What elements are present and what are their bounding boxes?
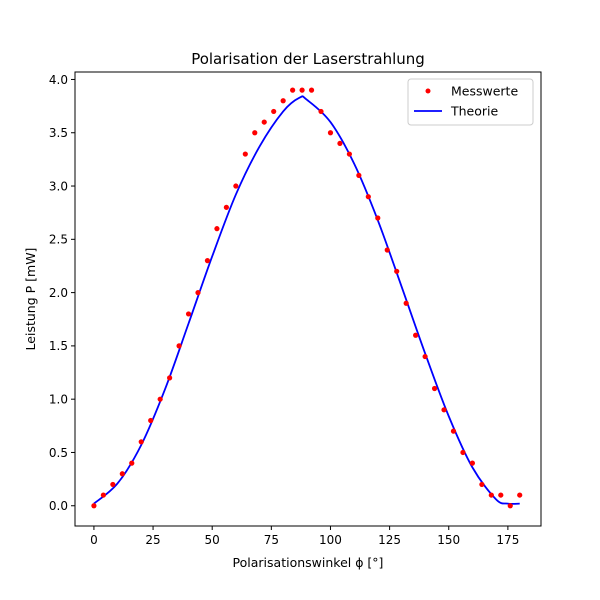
measured-point bbox=[337, 140, 343, 147]
measured-point bbox=[261, 119, 267, 125]
x-axis-label: Polarisationswinkel ϕ [°] bbox=[233, 555, 384, 570]
measured-point bbox=[233, 183, 239, 189]
measured-point bbox=[413, 332, 419, 338]
y-tick-label: 1.0 bbox=[49, 392, 68, 406]
measured-point bbox=[488, 492, 494, 498]
measured-point bbox=[195, 290, 201, 296]
measured-point bbox=[157, 396, 163, 402]
measured-point bbox=[214, 226, 220, 232]
measured-point bbox=[356, 172, 362, 178]
legend-marker-measured bbox=[425, 88, 431, 94]
x-tick-label: 75 bbox=[264, 533, 279, 547]
measured-series bbox=[91, 87, 523, 509]
measured-point bbox=[441, 407, 447, 413]
measured-point bbox=[450, 428, 457, 434]
plot-frame bbox=[74, 71, 542, 527]
x-tick-label: 25 bbox=[145, 533, 160, 547]
measured-point bbox=[394, 268, 400, 274]
measured-point bbox=[290, 87, 296, 93]
measured-point bbox=[91, 503, 97, 509]
theory-line bbox=[93, 95, 520, 505]
measured-point bbox=[252, 130, 258, 136]
measured-point bbox=[299, 87, 305, 93]
measured-point bbox=[204, 258, 211, 264]
measured-point bbox=[138, 439, 144, 445]
x-tick-label: 175 bbox=[496, 533, 519, 547]
measured-point bbox=[403, 300, 409, 306]
y-axis: 0.0 0.5 1.0 1.5 2.0 2.5 3.0 3.5 4.0 bbox=[49, 73, 75, 513]
measured-point bbox=[346, 151, 352, 157]
y-tick-label: 2.5 bbox=[49, 233, 68, 247]
measured-point bbox=[507, 503, 513, 509]
legend: Messwerte Theorie bbox=[407, 78, 534, 126]
measured-point bbox=[110, 481, 116, 488]
measured-point bbox=[119, 471, 125, 477]
x-tick-label: 100 bbox=[319, 533, 342, 547]
y-tick-label: 1.5 bbox=[49, 339, 68, 353]
measured-point bbox=[148, 417, 154, 424]
y-tick-label: 3.0 bbox=[49, 179, 68, 193]
measured-point bbox=[384, 247, 390, 253]
y-tick-label: 4.0 bbox=[49, 73, 68, 87]
measured-point bbox=[223, 204, 229, 210]
measured-point bbox=[271, 108, 277, 115]
measured-point bbox=[167, 375, 173, 381]
legend-frame bbox=[407, 78, 534, 126]
measured-point bbox=[365, 194, 371, 200]
measured-point bbox=[185, 311, 192, 317]
theory-series bbox=[93, 95, 520, 505]
measured-point bbox=[375, 215, 381, 221]
measured-point bbox=[479, 481, 485, 488]
measured-point bbox=[327, 130, 334, 136]
x-tick-label: 50 bbox=[205, 533, 220, 547]
legend-label-theory: Theorie bbox=[450, 104, 499, 119]
measured-point bbox=[242, 151, 248, 157]
y-tick-label: 3.5 bbox=[49, 126, 68, 140]
measured-point bbox=[129, 460, 135, 466]
y-tick-label: 2.0 bbox=[49, 286, 68, 300]
measured-point bbox=[469, 460, 476, 466]
measured-point bbox=[318, 108, 324, 115]
x-tick-label: 125 bbox=[378, 533, 401, 547]
measured-point bbox=[431, 385, 438, 392]
measured-point bbox=[460, 449, 466, 456]
x-tick-label: 0 bbox=[90, 533, 98, 547]
measured-point bbox=[422, 353, 428, 360]
measured-point bbox=[100, 492, 106, 498]
measured-point bbox=[308, 87, 315, 93]
measured-point bbox=[280, 98, 286, 104]
measured-point bbox=[517, 492, 523, 498]
legend-label-measured: Messwerte bbox=[451, 84, 518, 99]
y-tick-label: 0.5 bbox=[49, 446, 68, 460]
x-tick-label: 150 bbox=[437, 533, 460, 547]
measured-point bbox=[176, 343, 182, 349]
x-axis: 0 25 50 75 100 125 150 175 bbox=[90, 526, 519, 547]
y-tick-label: 0.0 bbox=[49, 499, 68, 513]
chart-title: Polarisation der Laserstrahlung bbox=[191, 50, 425, 68]
plot-area bbox=[74, 71, 542, 527]
measured-point bbox=[498, 492, 504, 498]
y-axis-label: Leistung P [mW] bbox=[23, 248, 38, 351]
